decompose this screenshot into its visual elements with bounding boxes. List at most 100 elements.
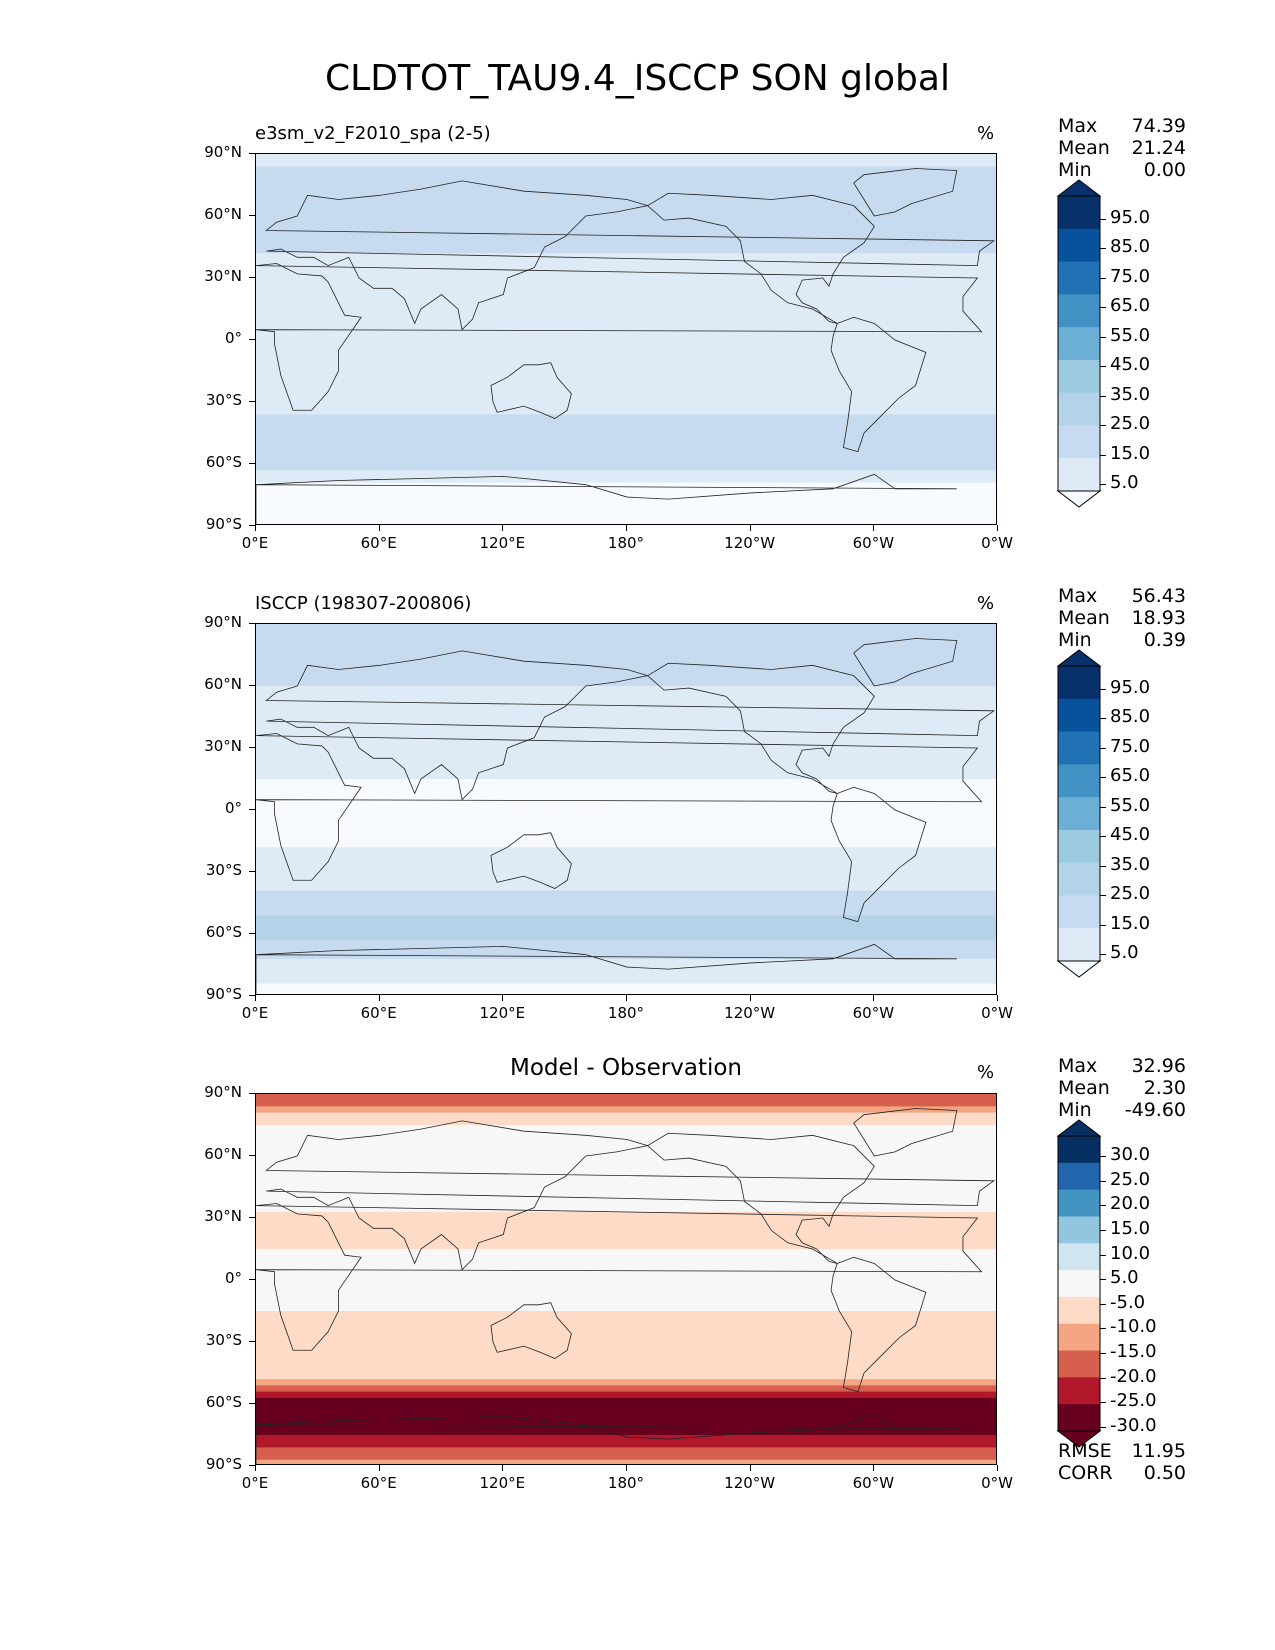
x-tick-label: 60°W bbox=[852, 534, 895, 552]
coastline bbox=[853, 638, 958, 687]
colorbar-tick bbox=[1100, 395, 1106, 397]
metric-row: CORR 0.50 bbox=[1058, 1462, 1186, 1484]
lat-band-cell bbox=[256, 197, 996, 205]
lat-band-cell bbox=[256, 1323, 996, 1331]
lat-band-cell bbox=[256, 940, 996, 948]
lat-band-cell bbox=[256, 661, 996, 669]
lat-band-cell bbox=[256, 1249, 996, 1257]
colorbar-segment bbox=[1058, 928, 1100, 962]
x-tick bbox=[749, 1465, 751, 1471]
stat-row: Mean 21.24 bbox=[1058, 137, 1186, 159]
lat-band-cell bbox=[256, 1255, 996, 1263]
lat-band-cell bbox=[256, 346, 996, 354]
lat-band-cell bbox=[256, 420, 996, 428]
lat-band-cell bbox=[256, 216, 996, 224]
coastline bbox=[256, 263, 983, 411]
y-tick bbox=[249, 809, 255, 810]
lat-band-cell bbox=[256, 934, 996, 942]
x-tick bbox=[502, 1465, 504, 1471]
figure-title: CLDTOT_TAU9.4_ISCCP SON global bbox=[325, 58, 950, 99]
colorbar-tick bbox=[1100, 1328, 1106, 1330]
coastline bbox=[256, 733, 983, 881]
y-tick bbox=[249, 525, 255, 526]
lat-band-cell bbox=[256, 965, 996, 973]
colorbar-tick-label: 85.0 bbox=[1110, 236, 1151, 258]
lat-band-cell bbox=[256, 903, 996, 911]
y-tick bbox=[249, 1465, 255, 1466]
lat-band-cell bbox=[256, 464, 996, 472]
lat-band-cell bbox=[256, 1131, 996, 1139]
colorbar-tick-label: -30.0 bbox=[1110, 1414, 1157, 1436]
lat-band-cell bbox=[256, 1267, 996, 1275]
colorbar-segment bbox=[1058, 698, 1100, 733]
lat-band-cell bbox=[256, 1174, 996, 1182]
coastline bbox=[490, 1302, 572, 1359]
lat-band-cell bbox=[256, 872, 996, 880]
stat-value: 21.24 bbox=[1131, 137, 1186, 159]
lat-band-cell bbox=[256, 340, 996, 348]
stat-row: Min 0.00 bbox=[1058, 159, 1186, 181]
colorbar-tick-label: 65.0 bbox=[1110, 765, 1151, 787]
lat-band-cell bbox=[256, 1379, 996, 1387]
lat-band-cell bbox=[256, 1230, 996, 1238]
x-tick-label: 120°E bbox=[479, 534, 526, 552]
lat-band-cell bbox=[256, 1453, 996, 1461]
colorbar-segment bbox=[1058, 731, 1100, 765]
y-tick bbox=[249, 1279, 255, 1280]
lat-band-cell bbox=[256, 414, 996, 422]
y-tick-label: 0° bbox=[224, 799, 242, 817]
colorbar-segment bbox=[1058, 458, 1100, 492]
lat-band-cell bbox=[256, 642, 996, 650]
lat-band-cell bbox=[256, 952, 996, 960]
lat-band-cell bbox=[256, 686, 996, 694]
units-label: % bbox=[977, 123, 995, 144]
colorbar-tick bbox=[1100, 806, 1106, 808]
colorbar-outline bbox=[1057, 195, 1101, 492]
lat-band-cell bbox=[256, 766, 996, 774]
lat-band-cell bbox=[256, 946, 996, 954]
x-tick-label: 0°W bbox=[981, 534, 1013, 552]
colorbar-tick bbox=[1100, 924, 1106, 926]
lat-band-cell bbox=[256, 185, 996, 193]
lat-band-cell bbox=[256, 426, 996, 434]
map-plot-area bbox=[255, 623, 997, 995]
stat-value: 56.43 bbox=[1131, 585, 1186, 607]
lat-band-cell bbox=[256, 321, 996, 329]
lat-band-cell bbox=[256, 816, 996, 824]
colorbar-extend-min bbox=[1056, 1430, 1102, 1448]
lat-band-cell bbox=[256, 779, 996, 787]
colorbar-tick bbox=[1100, 747, 1106, 749]
colorbar-segment bbox=[1058, 1270, 1100, 1298]
lat-band-cell bbox=[256, 878, 996, 886]
x-tick bbox=[255, 525, 256, 531]
lat-band-cell bbox=[256, 402, 996, 410]
stat-label: Min bbox=[1058, 1099, 1092, 1121]
colorbar-segment bbox=[1058, 1216, 1100, 1244]
x-tick-label: 0°W bbox=[981, 1004, 1013, 1022]
lat-band-cell bbox=[256, 1273, 996, 1281]
lat-band-cell bbox=[256, 408, 996, 416]
y-tick bbox=[249, 995, 255, 996]
lat-band-cell bbox=[256, 636, 996, 644]
y-tick-label: 60°N bbox=[204, 205, 242, 223]
x-tick bbox=[873, 1465, 875, 1471]
coastline bbox=[830, 786, 927, 923]
lat-band-cell bbox=[256, 209, 996, 217]
colorbar-tick-label: 95.0 bbox=[1110, 206, 1151, 228]
colorbar-tick bbox=[1100, 307, 1106, 309]
lat-band-cell bbox=[256, 445, 996, 453]
lat-band-cell bbox=[256, 710, 996, 718]
lat-band-cell bbox=[256, 915, 996, 923]
colorbar-tick-label: 5.0 bbox=[1110, 1267, 1139, 1289]
colorbar-extend-max bbox=[1056, 1119, 1102, 1137]
lat-band-cell bbox=[256, 909, 996, 917]
lat-band-cell bbox=[256, 1162, 996, 1170]
lat-band-cell bbox=[256, 1118, 996, 1126]
lat-band-cell bbox=[256, 1391, 996, 1399]
lat-band-cell bbox=[256, 222, 996, 230]
lat-band-cell bbox=[256, 265, 996, 273]
x-tick bbox=[749, 995, 751, 1001]
lat-band-cell bbox=[256, 488, 996, 496]
x-tick-label: 0°E bbox=[241, 1004, 269, 1022]
stat-value: 18.93 bbox=[1131, 607, 1186, 629]
